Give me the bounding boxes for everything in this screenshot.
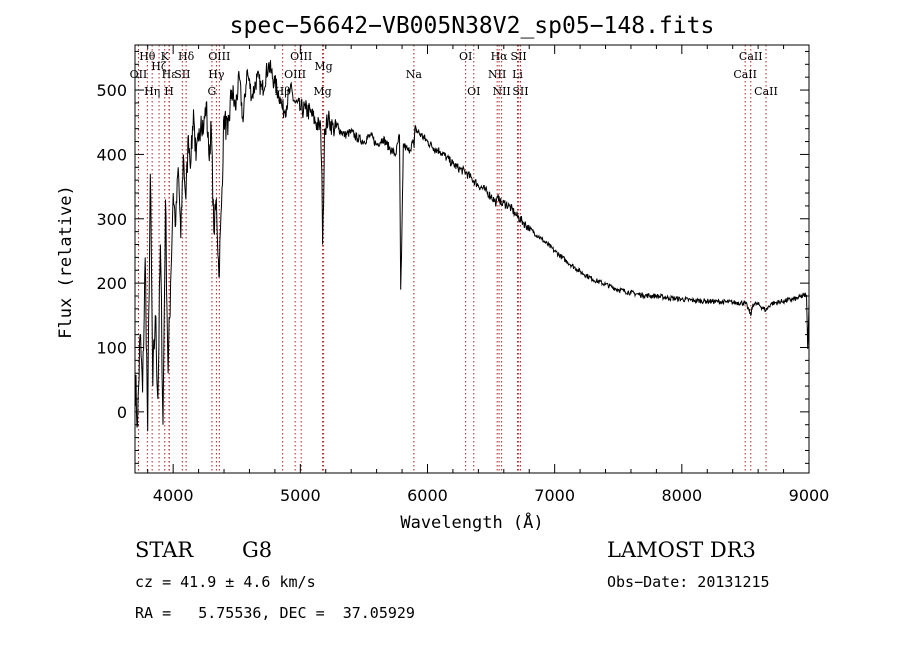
spectral-line-label: Hβ: [275, 85, 291, 98]
spectral-line-label: Mg: [314, 60, 332, 73]
spectral-line-label: Hγ: [208, 68, 225, 81]
y-tick-label: 400: [96, 145, 127, 164]
spectral-line-label: OI: [459, 50, 472, 63]
spectral-line-label: CaII: [733, 68, 757, 81]
object-subclass: G8: [242, 538, 273, 562]
y-axis-label: Flux (relative): [56, 185, 76, 339]
spectral-line-label: SII: [511, 50, 527, 63]
spectral-line-markers: [137, 45, 767, 473]
x-tick-label: 6000: [407, 486, 448, 505]
x-tick-label: 8000: [661, 486, 702, 505]
spectral-line-label: K: [161, 50, 170, 63]
axis-ticks: 4000 5000 6000 7000 8000 9000 0 100 200 300 400 500: [96, 45, 829, 505]
x-tick-label: 7000: [534, 486, 575, 505]
spectral-line-label: G: [208, 85, 217, 98]
coordinates: RA = 5.75536, DEC = 37.05929: [135, 604, 415, 622]
spectral-line-label: Hθ: [139, 50, 156, 63]
x-tick-label: 4000: [153, 486, 194, 505]
spectral-line-label: OIII: [290, 50, 312, 63]
y-tick-label: 300: [96, 210, 127, 229]
spectral-line-label: Mg: [313, 85, 331, 98]
survey-name: LAMOST DR3: [607, 538, 756, 562]
observation-date: Obs−Date: 20131215: [607, 573, 770, 591]
spectral-line-label: OI: [467, 85, 480, 98]
x-tick-label: 5000: [280, 486, 321, 505]
object-class: STAR: [135, 538, 194, 562]
spectrum-series: [135, 60, 809, 432]
spectral-line-label: CaII: [739, 50, 763, 63]
x-tick-label: 9000: [789, 486, 830, 505]
y-tick-label: 200: [96, 274, 127, 293]
spectral-line-label: SII: [174, 68, 190, 81]
spectral-line-label: CaII: [754, 85, 778, 98]
spectral-line-label: OIII: [284, 68, 306, 81]
chart-title: spec−56642−VB005N38V2_sp05−148.fits: [230, 13, 715, 39]
y-tick-label: 0: [117, 403, 127, 422]
spectral-line-label: Hζ: [151, 60, 167, 73]
redshift-velocity: cz = 41.9 ± 4.6 km/s: [135, 573, 316, 591]
spectral-line-label: Hη: [144, 85, 160, 98]
x-axis-label: Wavelength (Å): [400, 511, 543, 533]
spectral-line-label: Na: [406, 68, 423, 81]
spectral-line-label: Li: [512, 68, 523, 81]
spectral-line-label: NII: [492, 85, 510, 98]
spectral-line-label: Hε: [162, 68, 178, 81]
spectral-line-label: OIII: [208, 50, 230, 63]
plot-frame: [134, 44, 810, 474]
y-tick-label: 100: [96, 338, 127, 357]
spectral-line-label: OII: [130, 68, 148, 81]
spectral-line-label: SII: [512, 85, 528, 98]
spectral-line-label: H: [164, 85, 174, 98]
y-tick-label: 500: [96, 81, 127, 100]
spectral-line-label: Hα: [491, 50, 509, 63]
spectrum-line: [135, 60, 809, 432]
spectral-line-label: NII: [488, 68, 506, 81]
spectral-line-label: Hδ: [178, 50, 195, 63]
